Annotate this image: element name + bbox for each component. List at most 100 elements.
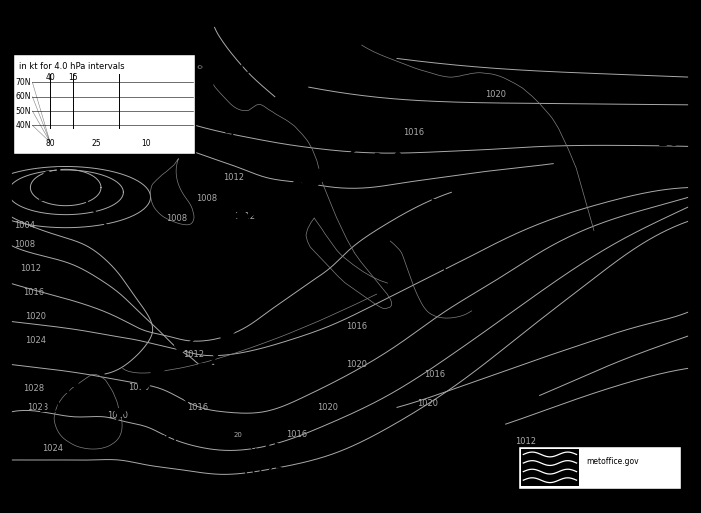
Polygon shape	[392, 151, 404, 159]
Text: 1008: 1008	[196, 194, 217, 204]
Text: 1028: 1028	[27, 403, 48, 412]
Polygon shape	[250, 205, 261, 213]
Text: 1008: 1008	[166, 214, 187, 223]
Polygon shape	[366, 131, 378, 140]
Polygon shape	[234, 214, 243, 221]
Text: 15: 15	[68, 73, 78, 82]
Text: ×: ×	[248, 446, 258, 456]
Text: metoffice.gov: metoffice.gov	[586, 458, 639, 466]
Text: 1016: 1016	[346, 322, 367, 331]
Polygon shape	[250, 290, 263, 299]
Text: L: L	[55, 166, 67, 185]
Polygon shape	[179, 393, 193, 402]
Text: 1016: 1016	[128, 383, 149, 392]
Text: 1020: 1020	[407, 219, 452, 236]
Polygon shape	[262, 125, 270, 132]
Polygon shape	[273, 191, 283, 199]
Polygon shape	[274, 245, 287, 254]
Text: 40N: 40N	[15, 121, 31, 130]
Polygon shape	[129, 252, 140, 260]
Polygon shape	[306, 183, 318, 191]
Text: 10: 10	[141, 140, 151, 148]
Polygon shape	[244, 121, 250, 129]
Text: 1012: 1012	[224, 173, 245, 183]
Polygon shape	[315, 173, 323, 182]
Text: 20: 20	[233, 431, 242, 438]
Text: 1000: 1000	[188, 244, 233, 262]
Text: 1016: 1016	[424, 370, 445, 380]
Polygon shape	[79, 190, 90, 198]
Polygon shape	[209, 348, 222, 357]
Text: L: L	[233, 42, 245, 61]
Polygon shape	[255, 201, 265, 209]
Polygon shape	[219, 334, 232, 343]
Text: H: H	[63, 378, 79, 397]
Text: 1020: 1020	[25, 312, 46, 321]
Text: 10: 10	[658, 132, 680, 150]
Text: 60N: 60N	[15, 92, 31, 101]
Text: ×: ×	[46, 381, 55, 391]
Polygon shape	[280, 229, 292, 238]
Polygon shape	[114, 409, 126, 417]
Text: 1017: 1017	[189, 131, 235, 149]
Text: 1008: 1008	[15, 241, 36, 249]
Text: 1020: 1020	[318, 403, 339, 412]
Text: 1012: 1012	[20, 264, 41, 273]
Polygon shape	[285, 213, 297, 222]
Polygon shape	[435, 259, 444, 266]
Bar	[518, 446, 681, 489]
Text: L: L	[350, 102, 362, 121]
Polygon shape	[334, 156, 346, 164]
Polygon shape	[87, 392, 95, 398]
Polygon shape	[224, 121, 230, 129]
Text: 1029: 1029	[38, 399, 83, 417]
Polygon shape	[198, 363, 211, 372]
Text: H: H	[590, 295, 606, 314]
Text: 1016: 1016	[23, 288, 44, 297]
Polygon shape	[150, 370, 163, 379]
Text: 1020: 1020	[107, 411, 128, 420]
Polygon shape	[137, 383, 151, 391]
Polygon shape	[170, 408, 183, 417]
Bar	[13, 54, 196, 154]
Text: 1011: 1011	[334, 122, 379, 140]
Text: 1020: 1020	[485, 90, 506, 99]
Text: H: H	[430, 198, 446, 217]
Polygon shape	[280, 132, 288, 139]
Text: 1020: 1020	[346, 360, 367, 369]
Polygon shape	[316, 171, 327, 179]
Text: 1024: 1024	[41, 444, 62, 452]
Text: L: L	[160, 413, 172, 432]
Text: 1016: 1016	[286, 430, 307, 439]
Text: 1028: 1028	[23, 384, 44, 393]
Text: 1024: 1024	[25, 336, 46, 345]
Text: 1004: 1004	[15, 221, 36, 230]
Text: ×: ×	[341, 104, 350, 114]
Polygon shape	[294, 182, 303, 189]
Text: 50N: 50N	[15, 107, 31, 115]
Text: H: H	[264, 442, 280, 461]
Text: 1025: 1025	[240, 462, 286, 481]
Polygon shape	[219, 226, 231, 234]
Polygon shape	[118, 240, 130, 247]
Polygon shape	[282, 187, 292, 195]
Polygon shape	[335, 163, 342, 170]
Text: 1009: 1009	[217, 62, 262, 80]
Text: 80: 80	[46, 140, 55, 148]
Polygon shape	[294, 197, 306, 205]
Polygon shape	[265, 195, 273, 201]
Polygon shape	[319, 169, 332, 177]
Polygon shape	[163, 358, 175, 366]
Polygon shape	[154, 438, 167, 447]
Polygon shape	[426, 231, 436, 239]
Polygon shape	[375, 153, 381, 160]
Polygon shape	[438, 273, 447, 281]
Polygon shape	[125, 396, 139, 404]
Polygon shape	[43, 171, 49, 179]
Polygon shape	[267, 260, 280, 269]
Polygon shape	[240, 305, 252, 313]
Text: 25: 25	[91, 140, 101, 148]
Bar	[521, 448, 579, 486]
Polygon shape	[403, 110, 414, 119]
Polygon shape	[74, 387, 80, 393]
